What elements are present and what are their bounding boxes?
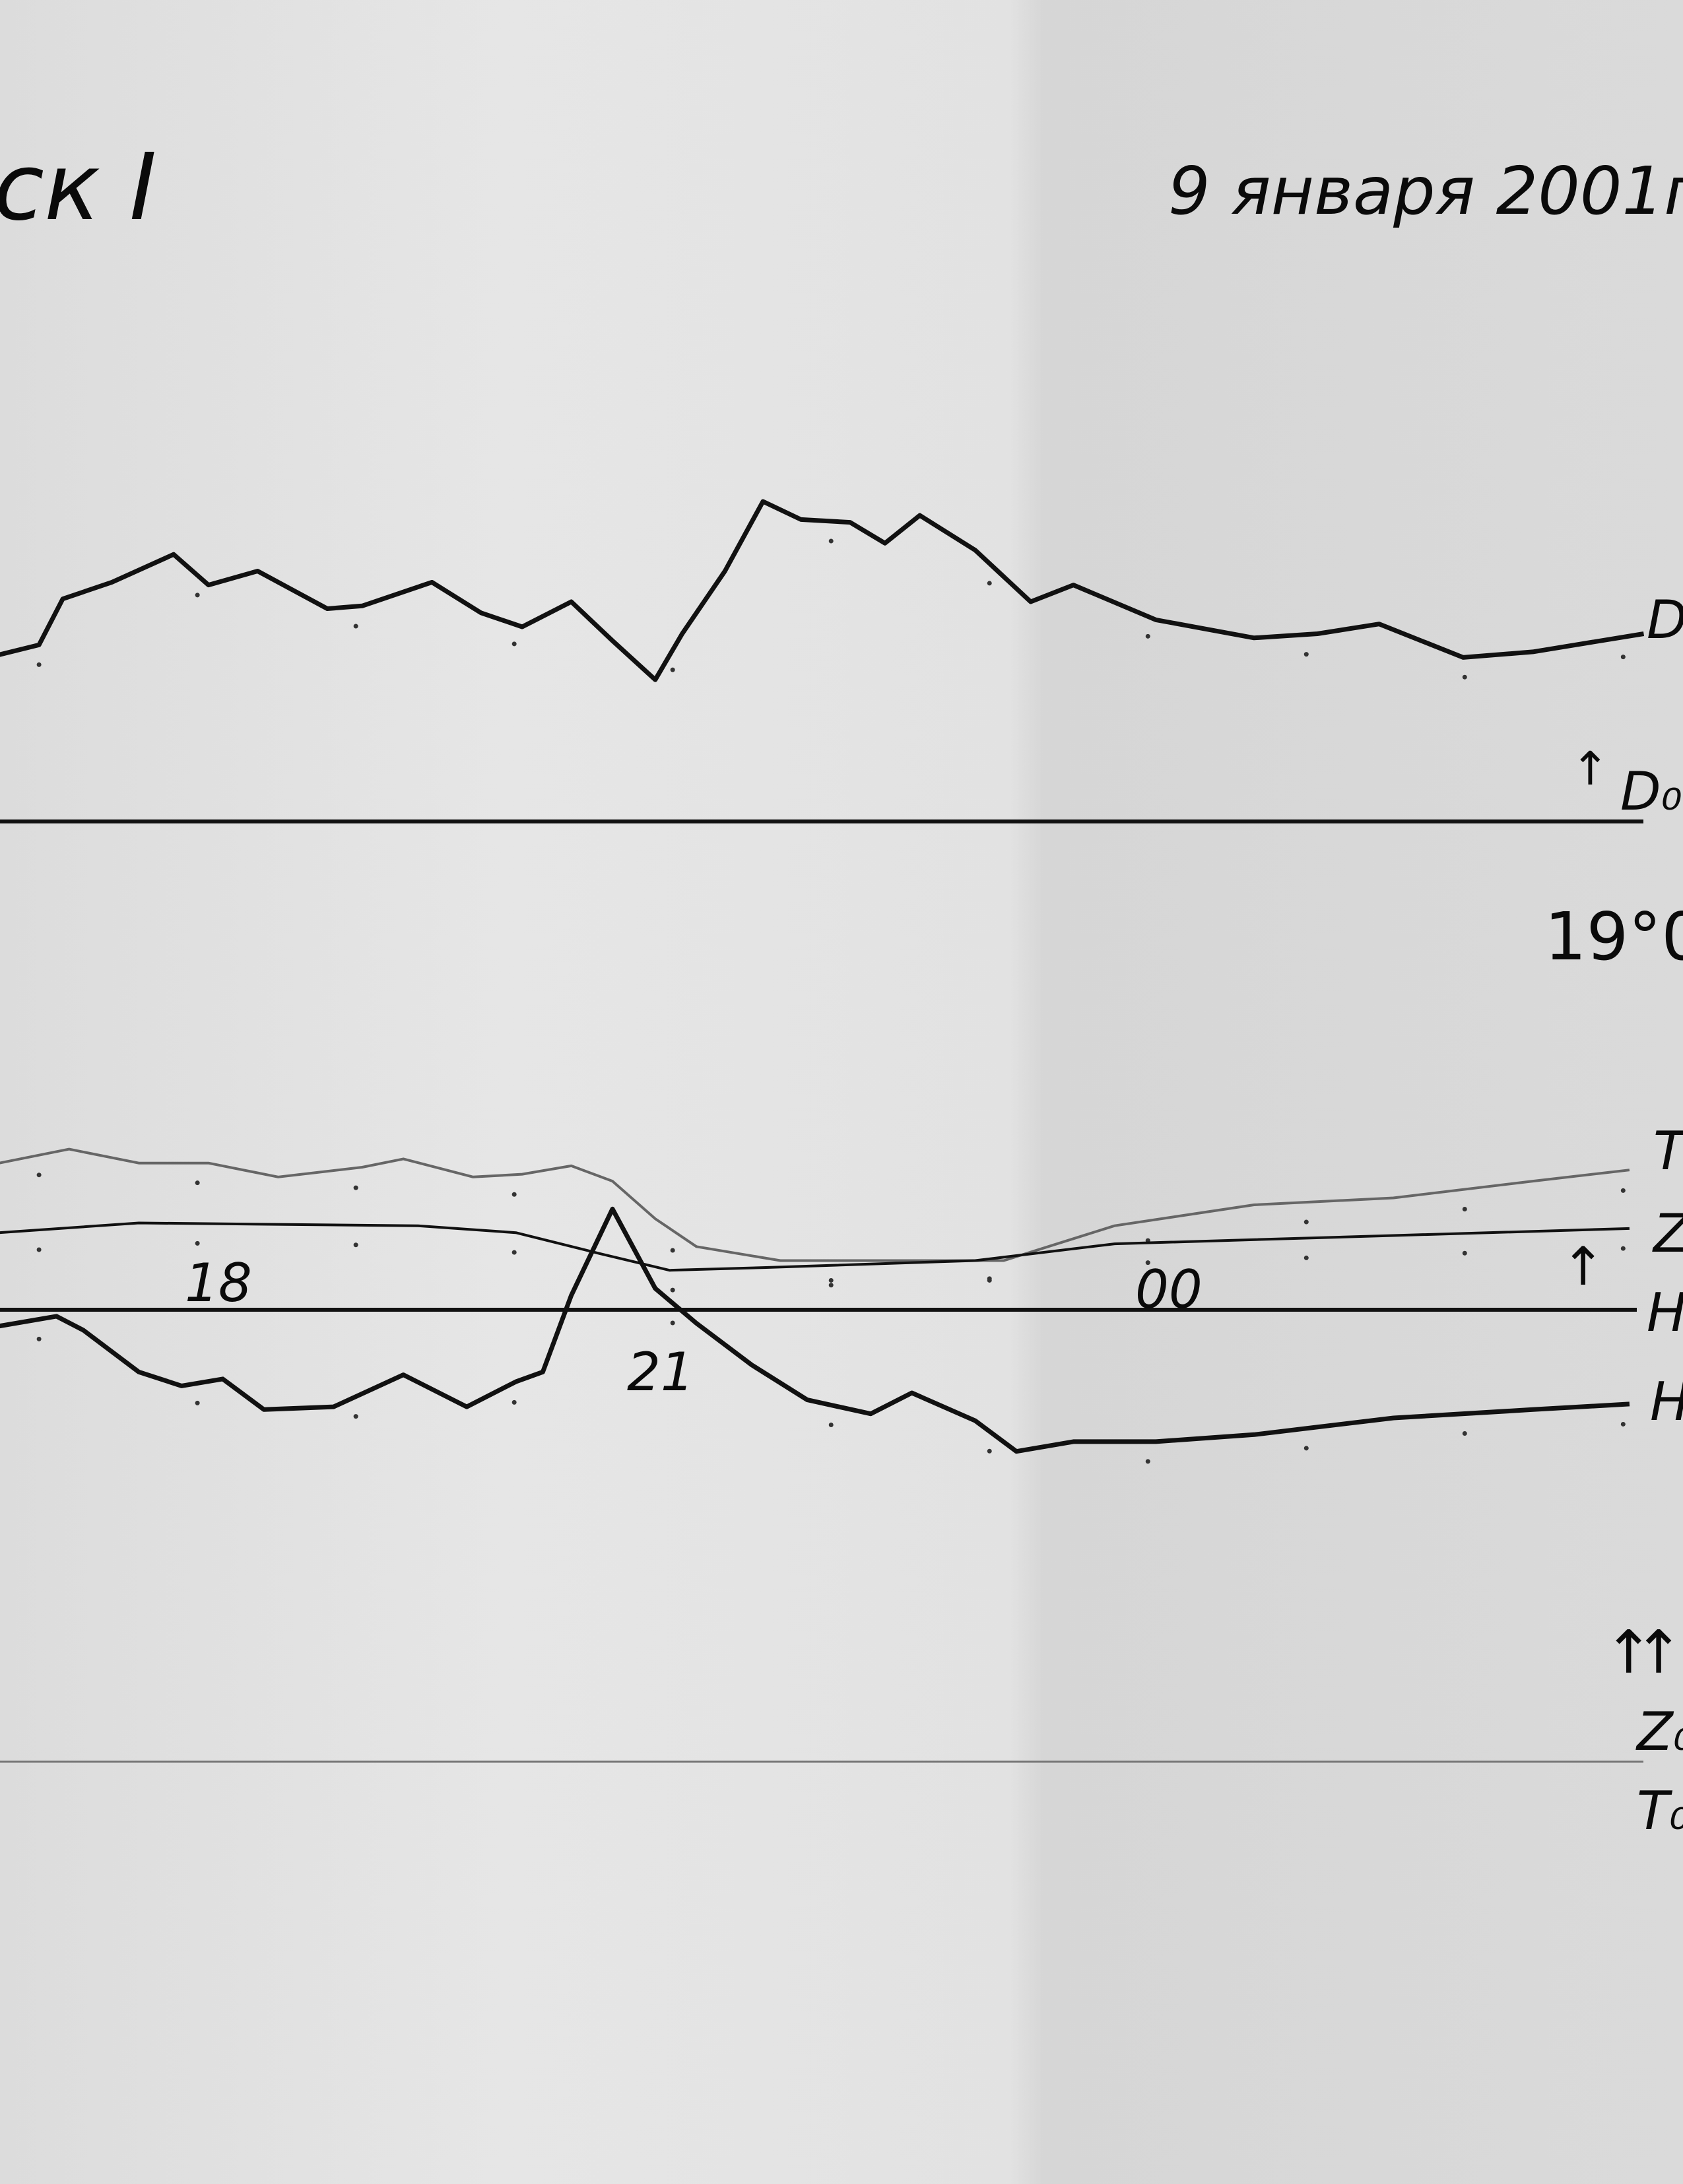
station-title: ск I [0, 134, 157, 241]
trace-z [0, 1221, 1630, 1272]
hour-mark-t [1620, 1188, 1626, 1193]
hour-mark-h [670, 1320, 675, 1326]
hour-mark-z [195, 1240, 200, 1246]
z0-t0-arrows-icon: ↑↑ [1604, 1618, 1683, 1687]
hour-mark-h [1462, 1431, 1467, 1436]
tick-label-21: 21 [627, 1341, 694, 1403]
hour-mark-z [1304, 1255, 1309, 1260]
tick-label-00: 00 [1135, 1259, 1203, 1320]
hour-mark-d [1304, 652, 1309, 657]
label-h: H [1650, 1376, 1683, 1429]
record-date: 9 января 2001г. [1168, 152, 1683, 230]
hour-mark-h [1620, 1421, 1626, 1427]
hour-mark-t [828, 1277, 834, 1283]
hour-mark-t [195, 1180, 200, 1186]
hour-mark-h [353, 1414, 358, 1419]
hour-mark-h [36, 1336, 42, 1341]
hour-mark-h [1304, 1446, 1309, 1451]
hour-mark-z [353, 1242, 358, 1248]
hour-mark-d [36, 662, 42, 667]
h0-arrow-icon: ↑ [1561, 1236, 1606, 1297]
label-d0: D₀ [1620, 761, 1682, 822]
label-h0: H₀ [1647, 1282, 1683, 1343]
hour-mark-z [670, 1287, 675, 1293]
hour-mark-t [1304, 1219, 1309, 1225]
trace-d [0, 499, 1645, 682]
hour-mark-d [353, 624, 358, 629]
hour-mark-z [36, 1247, 42, 1252]
hour-mark-d [1620, 655, 1626, 660]
hour-mark-d [1145, 633, 1150, 639]
hour-mark-d [828, 538, 834, 544]
hour-mark-t [1462, 1207, 1467, 1212]
hour-mark-h [828, 1422, 834, 1427]
tick-label-18: 18 [185, 1252, 252, 1314]
trace-t [0, 1147, 1630, 1262]
label-d: D [1647, 594, 1683, 647]
hour-mark-h [512, 1399, 517, 1405]
hour-mark-d [1462, 674, 1467, 680]
hour-mark-d [987, 581, 992, 586]
hour-mark-z [512, 1250, 517, 1255]
hour-mark-z [1620, 1246, 1626, 1251]
hour-mark-z [1145, 1260, 1150, 1266]
hour-mark-z [987, 1276, 992, 1281]
hour-mark-t [512, 1192, 517, 1197]
trace-h [0, 1206, 1630, 1454]
label-z: Z [1653, 1207, 1683, 1260]
label-t0: T₀ [1637, 1780, 1683, 1842]
d0-arrow-icon: ↑ [1571, 742, 1610, 796]
hour-mark-h [987, 1448, 992, 1454]
label-z0: Z₀ [1637, 1701, 1683, 1762]
hour-mark-d [512, 641, 517, 647]
hour-mark-t [353, 1185, 358, 1190]
hour-mark-t [36, 1172, 42, 1178]
time-mark: 19°00 [1544, 898, 1683, 975]
hour-mark-d [670, 667, 675, 672]
hour-mark-z [828, 1283, 834, 1288]
label-t: T [1653, 1120, 1683, 1182]
hour-mark-h [195, 1400, 200, 1405]
hour-mark-z [1462, 1250, 1467, 1256]
hour-mark-d [195, 593, 200, 598]
hour-mark-h [1145, 1459, 1150, 1464]
hour-mark-t [670, 1248, 675, 1253]
